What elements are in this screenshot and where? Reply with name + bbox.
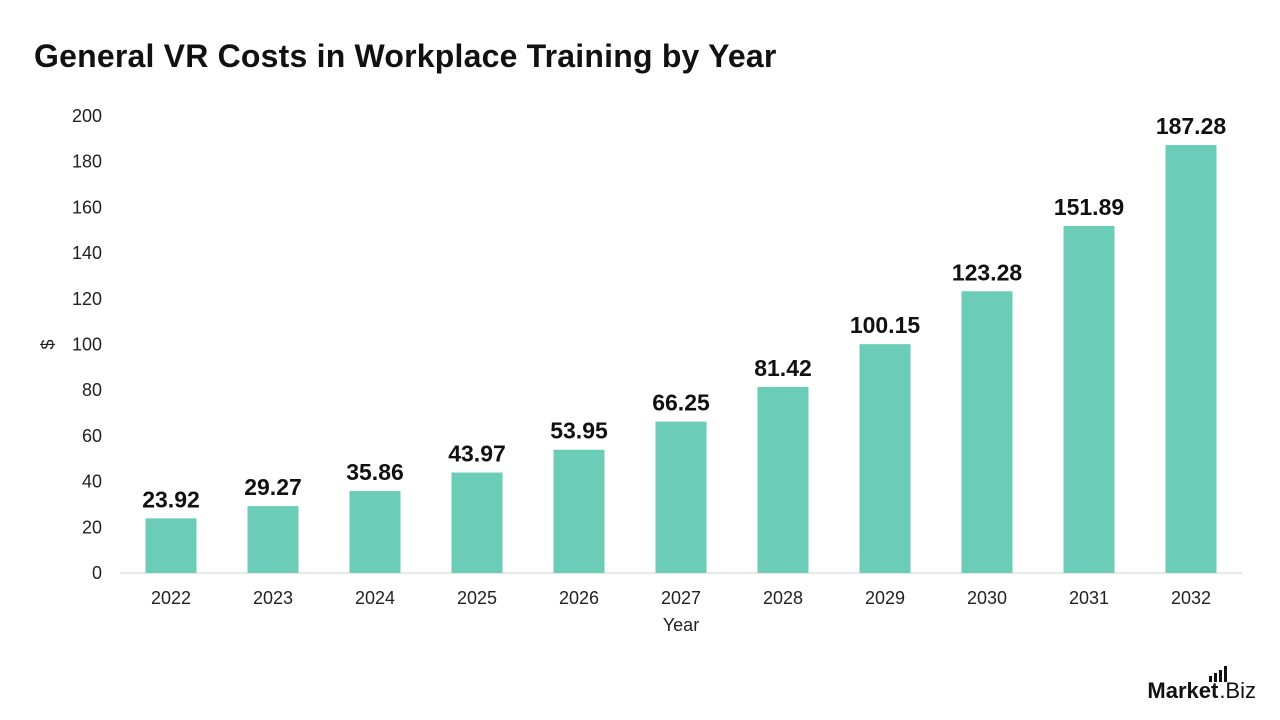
data-label: 23.92 <box>142 486 200 512</box>
data-label: 187.28 <box>1156 113 1227 139</box>
data-label: 81.42 <box>754 355 812 381</box>
y-axis-ticks: 0 20 40 60 80 100 120 140 160 180 200 <box>72 106 102 583</box>
bar <box>1063 225 1115 574</box>
data-label: 43.97 <box>448 441 506 467</box>
bar <box>553 449 605 573</box>
y-tick-label: 180 <box>72 152 102 172</box>
bar <box>859 344 911 573</box>
bar <box>1165 145 1217 574</box>
data-label: 35.86 <box>346 459 404 485</box>
data-label: 53.95 <box>550 418 608 444</box>
y-tick-label: 60 <box>82 426 102 446</box>
x-tick-label: 2028 <box>763 588 803 608</box>
y-tick-label: 40 <box>82 472 102 492</box>
x-tick-label: 2030 <box>967 588 1007 608</box>
bar <box>247 506 299 573</box>
x-tick-label: 2032 <box>1171 588 1211 608</box>
x-tick-label: 2031 <box>1069 588 1109 608</box>
y-tick-label: 160 <box>72 197 102 217</box>
bar <box>349 491 401 573</box>
data-label: 66.25 <box>652 390 710 416</box>
value-labels: 23.92 29.27 35.86 43.97 53.95 66.25 81.42 100.1… <box>142 113 1226 512</box>
y-tick-label: 80 <box>82 380 102 400</box>
x-tick-label: 2029 <box>865 588 905 608</box>
x-tick-label: 2022 <box>151 588 191 608</box>
brand-name-bold: Market <box>1147 678 1219 703</box>
y-tick-label: 20 <box>82 517 102 537</box>
data-label: 151.89 <box>1054 194 1124 220</box>
bar <box>655 421 707 573</box>
bar <box>145 518 197 573</box>
y-tick-label: 0 <box>92 563 102 583</box>
y-axis-title: $ <box>38 339 58 349</box>
x-tick-label: 2027 <box>661 588 701 608</box>
bar-chart-icon <box>1209 666 1228 682</box>
x-axis-ticks: 2022 2023 2024 2025 2026 2027 2028 2029 2030 2031… <box>151 588 1211 608</box>
bar <box>961 291 1013 573</box>
y-tick-label: 200 <box>72 106 102 126</box>
brand-logo: Market .Biz <box>1147 666 1256 704</box>
data-label: 100.15 <box>850 312 921 338</box>
bar <box>757 386 809 573</box>
y-tick-label: 120 <box>72 289 102 309</box>
data-label: 123.28 <box>952 259 1023 285</box>
y-tick-label: 100 <box>72 335 102 355</box>
chart-title: General VR Costs in Workplace Training b… <box>34 38 777 74</box>
data-label: 29.27 <box>244 474 302 500</box>
bar <box>451 472 503 573</box>
x-tick-label: 2024 <box>355 588 395 608</box>
x-axis-title: Year <box>663 615 699 635</box>
x-tick-label: 2025 <box>457 588 497 608</box>
bars <box>145 145 1217 574</box>
x-tick-label: 2023 <box>253 588 293 608</box>
brand-name-rest: .Biz <box>1219 678 1256 703</box>
y-tick-label: 140 <box>72 243 102 263</box>
x-tick-label: 2026 <box>559 588 599 608</box>
